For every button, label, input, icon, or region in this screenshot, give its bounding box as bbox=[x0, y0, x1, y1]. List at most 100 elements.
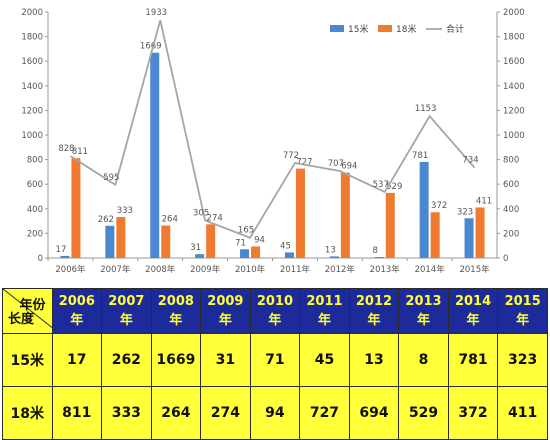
line-total bbox=[69, 20, 476, 239]
y-tick-label-left: 2000 bbox=[21, 8, 43, 18]
table-cell: 71 bbox=[249, 333, 301, 387]
year-header: 2014年 bbox=[447, 288, 499, 334]
x-tick-label: 2006年 bbox=[55, 264, 86, 275]
data-label-15m: 323 bbox=[457, 207, 473, 217]
y-tick-label-right: 0 bbox=[503, 254, 508, 264]
data-label-15m: 45 bbox=[280, 241, 291, 251]
data-label-15m: 8 bbox=[373, 246, 378, 256]
bar-18m bbox=[71, 158, 81, 258]
combo-chart: 0 0 200 200 400 400 600 600 800 800 1000 1000 1200 12… bbox=[21, 8, 525, 275]
year-header: 2009年 bbox=[200, 288, 251, 334]
bar-15m bbox=[240, 249, 250, 258]
table-corner-cell: 年份 长度 bbox=[2, 288, 53, 334]
x-tick-label: 2013年 bbox=[370, 264, 401, 275]
year-header: 2008年 bbox=[150, 288, 202, 334]
data-label-18m: 372 bbox=[431, 201, 447, 211]
table-cell: 727 bbox=[299, 386, 350, 440]
year-header: 2006年 bbox=[51, 288, 103, 334]
legend-label-18m: 18米 bbox=[396, 23, 416, 35]
year-header: 2007年 bbox=[101, 288, 152, 334]
y-tick-label-right: 600 bbox=[503, 180, 519, 190]
y-tick-label-left: 1200 bbox=[21, 106, 43, 116]
data-label-18m: 694 bbox=[341, 162, 357, 172]
corner-diagonal bbox=[3, 289, 52, 328]
legend-swatch-18m bbox=[378, 25, 392, 32]
y-tick-label-left: 200 bbox=[27, 229, 43, 239]
table-cell: 529 bbox=[398, 386, 449, 440]
bar-15m bbox=[60, 255, 70, 258]
bar-15m bbox=[150, 52, 160, 259]
year-header: 2013年 bbox=[398, 288, 449, 334]
data-label-total: 1933 bbox=[145, 8, 167, 18]
table-cell: 45 bbox=[299, 333, 350, 387]
bar-18m bbox=[340, 172, 350, 258]
legend-label-total: 合计 bbox=[446, 23, 464, 35]
data-label-total: 707 bbox=[328, 159, 344, 169]
chart-canvas: 0 0 200 200 400 400 600 600 800 800 1000 1000 1200 12… bbox=[21, 8, 525, 275]
table-cell: 811 bbox=[51, 386, 103, 440]
legend-label-15m: 15米 bbox=[348, 23, 368, 35]
table-row: 18米 811 333 264 274 94 727 694 529 372 4… bbox=[2, 386, 548, 440]
data-label-15m: 262 bbox=[98, 215, 114, 225]
y-tick-label-left: 600 bbox=[27, 180, 43, 190]
table-cell: 372 bbox=[447, 386, 499, 440]
data-label-18m: 811 bbox=[72, 147, 88, 157]
bar-15m bbox=[284, 252, 294, 258]
data-label-15m: 31 bbox=[190, 243, 201, 253]
table-row: 15米 17 262 1669 31 71 45 13 8 781 323 bbox=[2, 333, 548, 387]
table-header-row: 年份 长度 2006年 2007年 2008年 2009年 2010年 2011… bbox=[2, 288, 548, 334]
data-label-18m: 94 bbox=[254, 235, 265, 245]
year-header: 2015年 bbox=[497, 288, 548, 334]
bar-18m bbox=[251, 246, 261, 258]
legend-swatch-15m bbox=[330, 25, 344, 32]
bar-18m bbox=[385, 192, 395, 258]
y-tick-label-left: 400 bbox=[27, 205, 43, 215]
data-label-total: 537 bbox=[373, 180, 389, 190]
bar-15m bbox=[419, 161, 429, 258]
y-tick-label-left: 800 bbox=[27, 156, 43, 166]
data-label-15m: 17 bbox=[56, 245, 67, 255]
x-tick-label: 2011年 bbox=[280, 264, 311, 275]
y-tick-label-right: 1400 bbox=[503, 82, 525, 92]
y-tick-label-left: 0 bbox=[38, 254, 43, 264]
bar-18m bbox=[475, 207, 485, 258]
bar-18m bbox=[206, 224, 216, 258]
x-tick-label: 2007年 bbox=[100, 264, 131, 275]
data-label-18m: 529 bbox=[386, 182, 402, 192]
data-label-15m: 71 bbox=[235, 238, 246, 248]
x-tick-label: 2010年 bbox=[235, 264, 266, 275]
y-tick-label-right: 800 bbox=[503, 156, 519, 166]
data-table: 年份 长度 2006年 2007年 2008年 2009年 2010年 2011… bbox=[2, 288, 548, 440]
bar-15m bbox=[105, 225, 115, 258]
y-tick-label-right: 400 bbox=[503, 205, 519, 215]
y-tick-label-left: 1000 bbox=[21, 131, 43, 141]
y-tick-label-right: 1600 bbox=[503, 57, 525, 67]
y-tick-label-left: 1800 bbox=[21, 33, 43, 43]
y-tick-label-left: 1600 bbox=[21, 57, 43, 67]
data-label-total: 828 bbox=[58, 144, 74, 154]
data-label-15m: 781 bbox=[412, 151, 428, 161]
x-tick-label: 2015年 bbox=[459, 264, 490, 275]
data-label-15m: 1669 bbox=[140, 42, 162, 52]
table-cell: 17 bbox=[51, 333, 103, 387]
y-tick-label-right: 1000 bbox=[503, 131, 525, 141]
data-label-total: 1153 bbox=[415, 104, 437, 114]
table-cell: 31 bbox=[200, 333, 251, 387]
table-cell: 694 bbox=[348, 386, 400, 440]
table-cell: 13 bbox=[348, 333, 400, 387]
bar-15m bbox=[329, 256, 339, 258]
year-header: 2011年 bbox=[299, 288, 350, 334]
bar-18m bbox=[161, 225, 171, 258]
row-label-15m: 15米 bbox=[2, 333, 53, 387]
data-label-18m: 727 bbox=[296, 158, 312, 168]
bar-18m bbox=[295, 168, 305, 258]
table-cell: 262 bbox=[101, 333, 152, 387]
table-cell: 411 bbox=[497, 386, 548, 440]
bar-15m bbox=[374, 257, 384, 258]
table-cell: 264 bbox=[150, 386, 202, 440]
y-tick-label-left: 1400 bbox=[21, 82, 43, 92]
bar-15m bbox=[195, 254, 205, 258]
table-cell: 1669 bbox=[150, 333, 202, 387]
x-tick-label: 2009年 bbox=[190, 264, 221, 275]
bar-18m bbox=[430, 212, 440, 258]
